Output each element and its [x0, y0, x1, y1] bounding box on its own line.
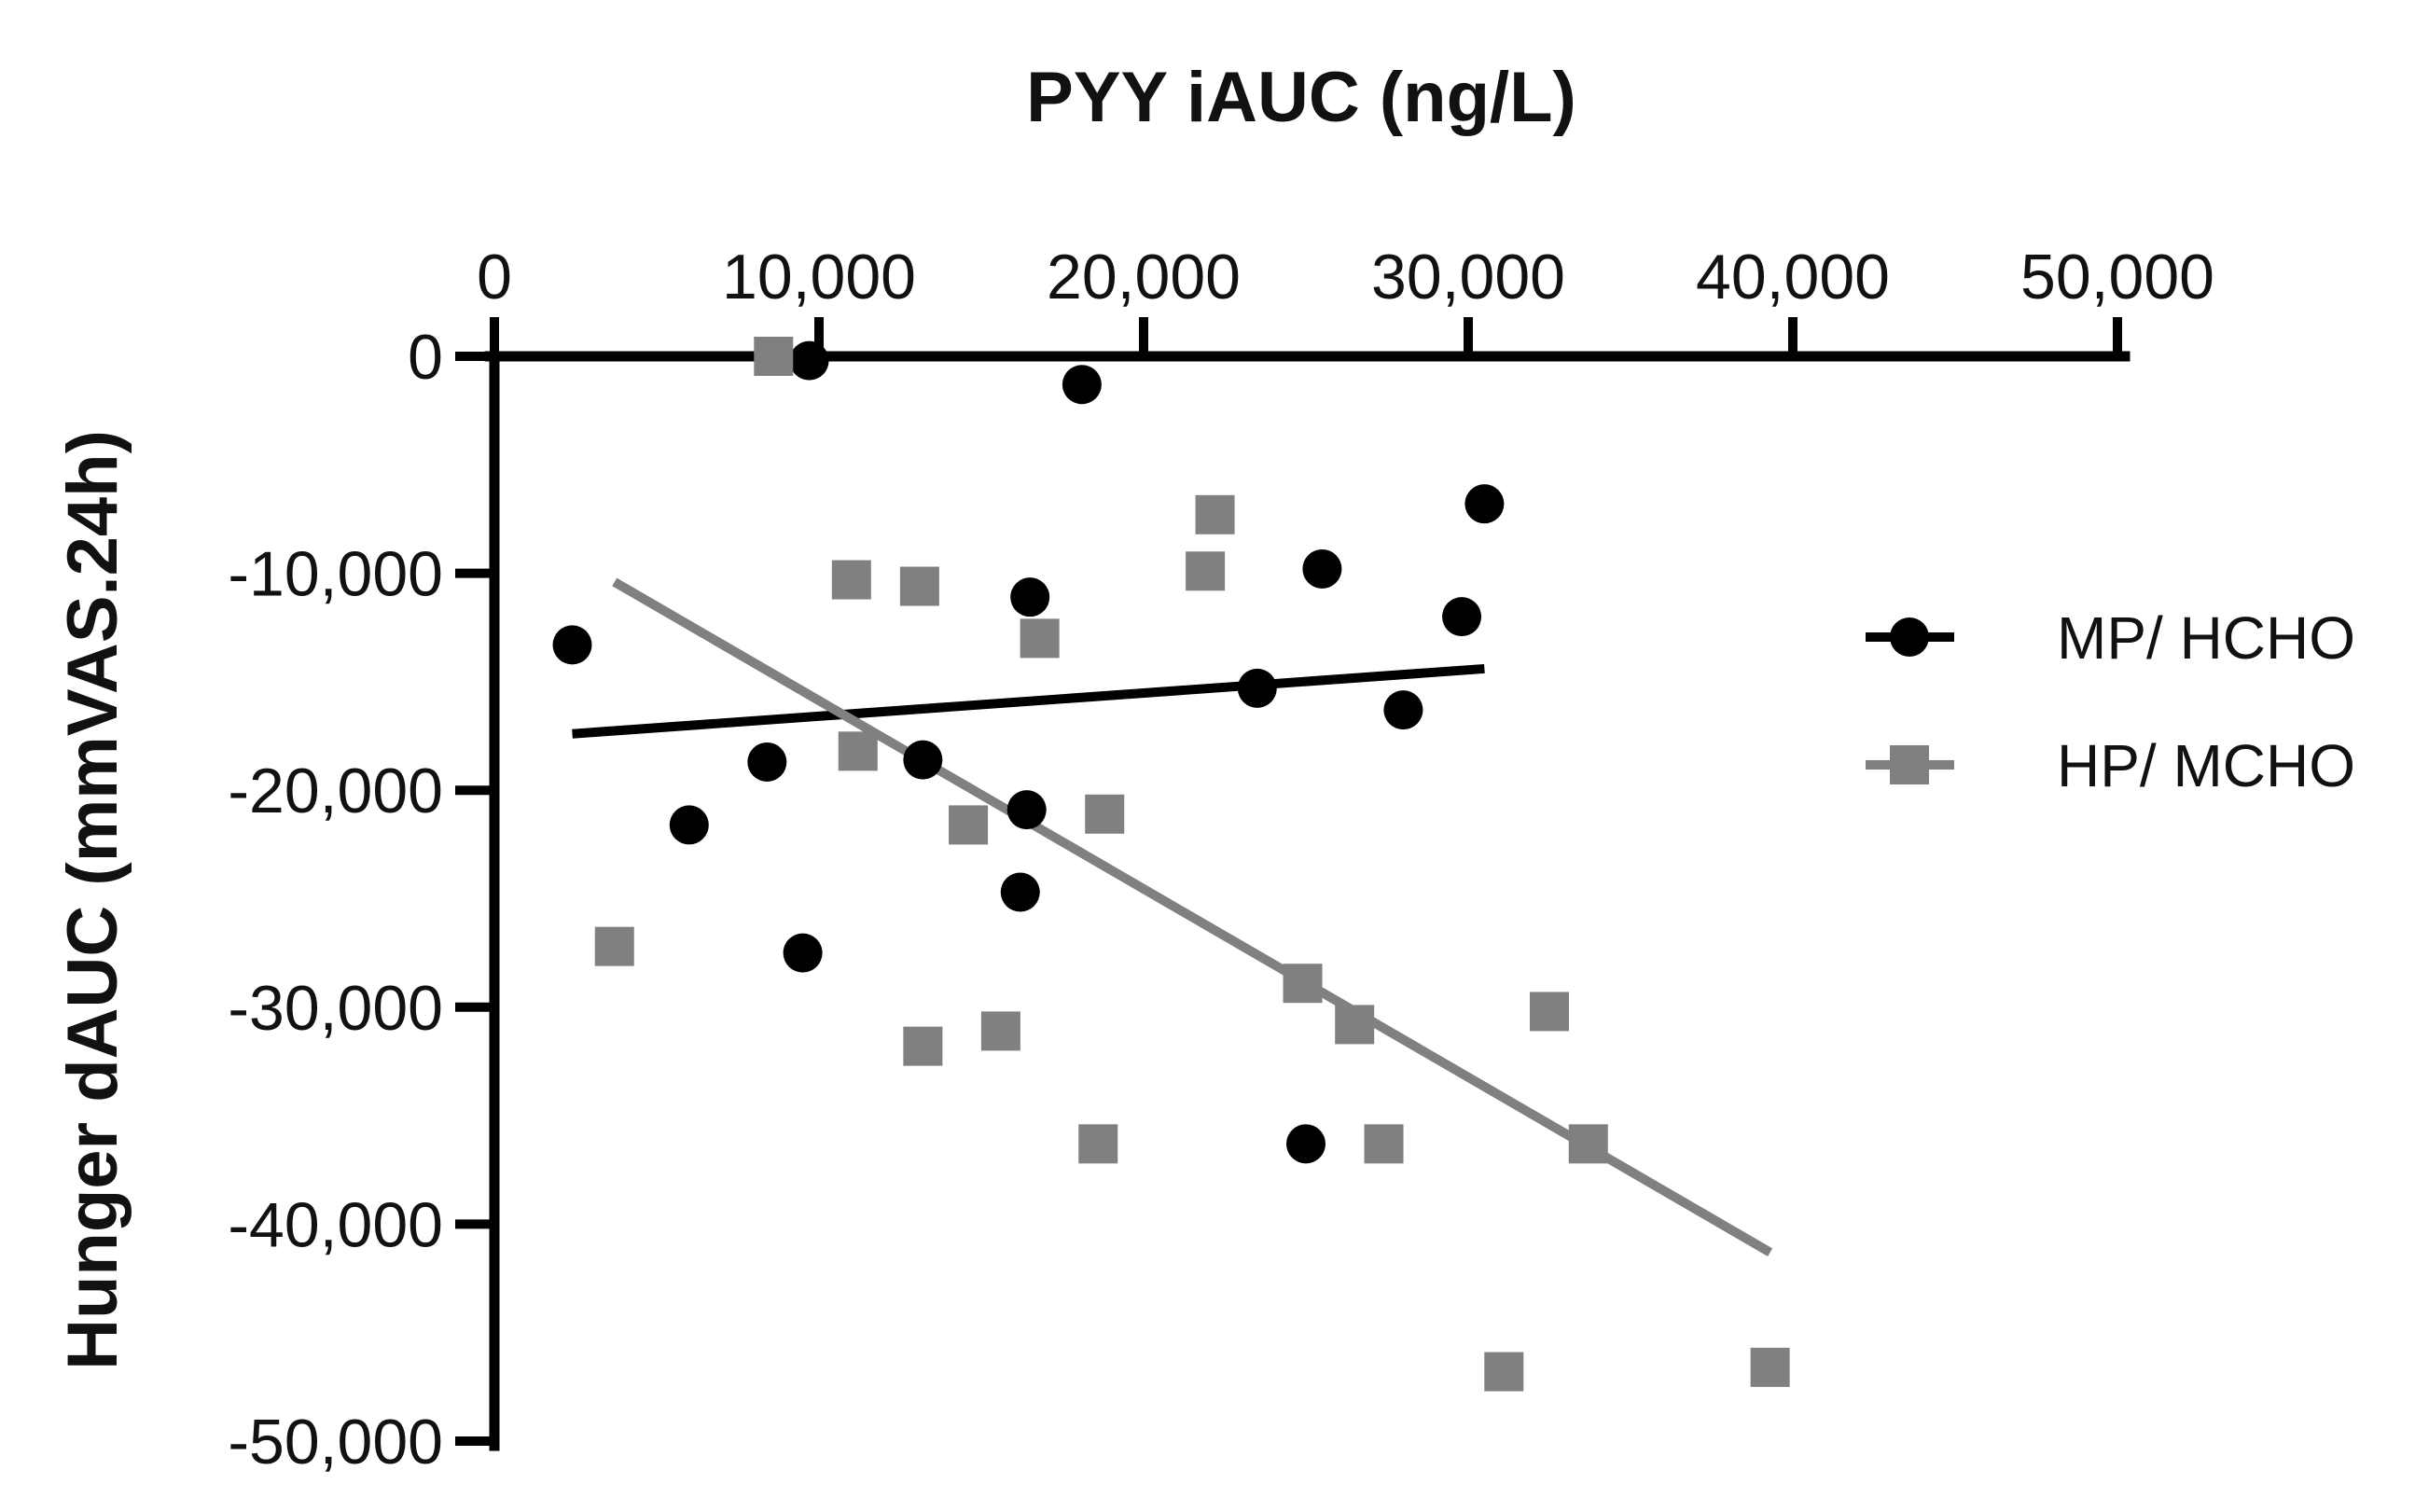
mp-hcho-point [552, 625, 592, 665]
mp-hcho-point [747, 742, 787, 782]
hp-mcho-point [1364, 1124, 1404, 1164]
mp-hcho-point [789, 340, 829, 381]
mp-hcho-point [1062, 365, 1102, 405]
mp-hcho-point [1006, 790, 1047, 830]
hp-mcho-point [754, 337, 794, 376]
hp-mcho-point [838, 731, 878, 771]
hp-mcho-point [1568, 1124, 1608, 1164]
mp-hcho-point [1442, 597, 1482, 637]
hp-mcho-point [903, 1026, 943, 1066]
mp-hcho-point [783, 933, 823, 973]
x-tick-label: 10,000 [722, 242, 916, 312]
legend: MP/ HCHO HP/ MCHO [1866, 604, 2355, 799]
mp-hcho-point [1383, 690, 1423, 730]
mp-hcho-point [1302, 548, 1342, 589]
mp-hcho-legend-marker [1890, 617, 1929, 657]
hp-mcho-point [1335, 1005, 1375, 1045]
hp-mcho-point [1186, 551, 1226, 591]
x-tick-label: 40,000 [1696, 242, 1890, 312]
y-tick-label: -40,000 [228, 1189, 443, 1260]
hp-mcho-point [1078, 1124, 1118, 1164]
x-axis-title: PYY iAUC (ng/L) [1026, 58, 1576, 137]
hp-mcho-point [1020, 618, 1060, 659]
hp-mcho-point [594, 926, 634, 966]
hp-mcho-point [1085, 794, 1125, 834]
x-tick-label: 30,000 [1371, 242, 1565, 312]
data-points [552, 337, 1790, 1392]
x-tick-label: 50,000 [2020, 242, 2214, 312]
hp-mcho-point [831, 560, 871, 600]
mp-hcho-point [1237, 668, 1277, 708]
x-tick-label: 20,000 [1047, 242, 1241, 312]
y-tick-label: -10,000 [228, 539, 443, 610]
hp-mcho-point [1530, 992, 1569, 1032]
x-tick-label: 0 [477, 242, 512, 312]
hp-mcho-point [1283, 964, 1323, 1004]
hp-mcho-point [899, 566, 939, 606]
hp-mcho-point [980, 1011, 1020, 1051]
y-tick-label: -50,000 [228, 1407, 443, 1477]
mp-hcho-point [1000, 872, 1040, 912]
mp-hcho-point [1286, 1124, 1325, 1164]
axes: 0 10,000 20,000 30,000 40,000 50,000 0 -10,000 -… [228, 242, 2214, 1477]
mp-hcho-point [1010, 577, 1050, 617]
mp-hcho-legend-label: MP/ HCHO [2057, 604, 2355, 672]
hp-mcho-point [1750, 1347, 1790, 1387]
y-tick-label: -20,000 [228, 756, 443, 826]
mp-hcho-fit-line [572, 663, 1485, 739]
mp-hcho-point [903, 740, 943, 780]
hp-mcho-legend-label: HP/ MCHO [2057, 732, 2355, 799]
hp-mcho-legend-marker [1890, 745, 1929, 784]
y-tick-label: -30,000 [228, 973, 443, 1044]
hp-mcho-point [949, 805, 989, 845]
hp-mcho-point [1484, 1352, 1524, 1392]
mp-hcho-point [1464, 484, 1505, 524]
mp-hcho-point [669, 805, 709, 845]
y-tick-label: 0 [408, 322, 443, 393]
hp-mcho-point [1195, 494, 1235, 534]
y-axis-title: Hunger dAUC (mmVAS.24h) [53, 430, 132, 1370]
